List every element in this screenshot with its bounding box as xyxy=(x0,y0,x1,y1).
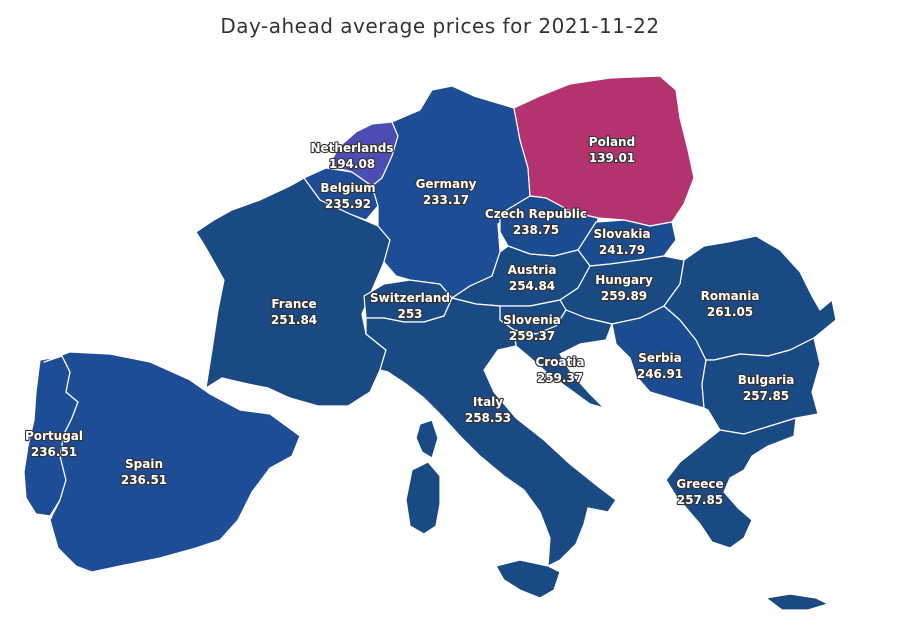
label-france-name: France xyxy=(271,297,316,311)
label-poland-name: Poland xyxy=(589,135,635,149)
label-italy-price: 258.53 xyxy=(465,411,511,425)
label-hungary-name: Hungary xyxy=(595,273,653,287)
label-croatia-name: Croatia xyxy=(535,355,584,369)
label-switzerland-price: 253 xyxy=(397,307,422,321)
label-germany-name: Germany xyxy=(416,177,477,191)
label-netherlands-price: 194.08 xyxy=(329,157,375,171)
label-germany-price: 233.17 xyxy=(423,193,469,207)
label-italy-name: Italy xyxy=(473,395,503,409)
label-romania-price: 261.05 xyxy=(707,305,753,319)
label-switzerland-name: Switzerland xyxy=(370,291,450,305)
label-czech-republic-price: 238.75 xyxy=(513,223,559,237)
label-slovenia-name: Slovenia xyxy=(503,313,561,327)
label-belgium-price: 235.92 xyxy=(325,197,371,211)
label-poland-price: 139.01 xyxy=(589,151,635,165)
country-france-corsica[interactable] xyxy=(415,419,439,459)
label-slovakia-name: Slovakia xyxy=(593,227,650,241)
label-austria-price: 254.84 xyxy=(509,279,555,293)
label-serbia-name: Serbia xyxy=(638,351,682,365)
label-czech-republic-name: Czech Republic xyxy=(485,207,587,221)
country-bulgaria[interactable] xyxy=(701,337,821,435)
label-romania-name: Romania xyxy=(701,289,760,303)
label-spain-name: Spain xyxy=(125,457,163,471)
label-hungary-price: 259.89 xyxy=(601,289,647,303)
country-italy[interactable] xyxy=(365,297,617,567)
country-greece[interactable] xyxy=(665,417,797,549)
label-greece-name: Greece xyxy=(676,477,723,491)
label-bulgaria-name: Bulgaria xyxy=(738,373,795,387)
label-austria-name: Austria xyxy=(508,263,557,277)
label-slovakia-price: 241.79 xyxy=(599,243,645,257)
country-italy-sicily[interactable] xyxy=(495,559,561,599)
label-belgium-name: Belgium xyxy=(320,181,375,195)
label-bulgaria-price: 257.85 xyxy=(743,389,789,403)
country-croatia[interactable] xyxy=(513,309,613,409)
label-france-price: 251.84 xyxy=(271,313,317,327)
label-serbia-price: 246.91 xyxy=(637,367,683,381)
label-spain-price: 236.51 xyxy=(121,473,167,487)
label-greece-price: 257.85 xyxy=(677,493,723,507)
label-slovenia-price: 259.37 xyxy=(509,329,555,343)
map-title: Day-ahead average prices for 2021-11-22 xyxy=(220,14,660,38)
label-croatia-price: 259.37 xyxy=(537,371,583,385)
label-portugal-price: 236.51 xyxy=(31,445,77,459)
country-spain[interactable] xyxy=(43,351,301,573)
country-greece-crete[interactable] xyxy=(765,593,829,611)
label-portugal-name: Portugal xyxy=(25,429,83,443)
country-italy-sardinia[interactable] xyxy=(405,461,441,535)
label-netherlands-name: Netherlands xyxy=(310,141,393,155)
